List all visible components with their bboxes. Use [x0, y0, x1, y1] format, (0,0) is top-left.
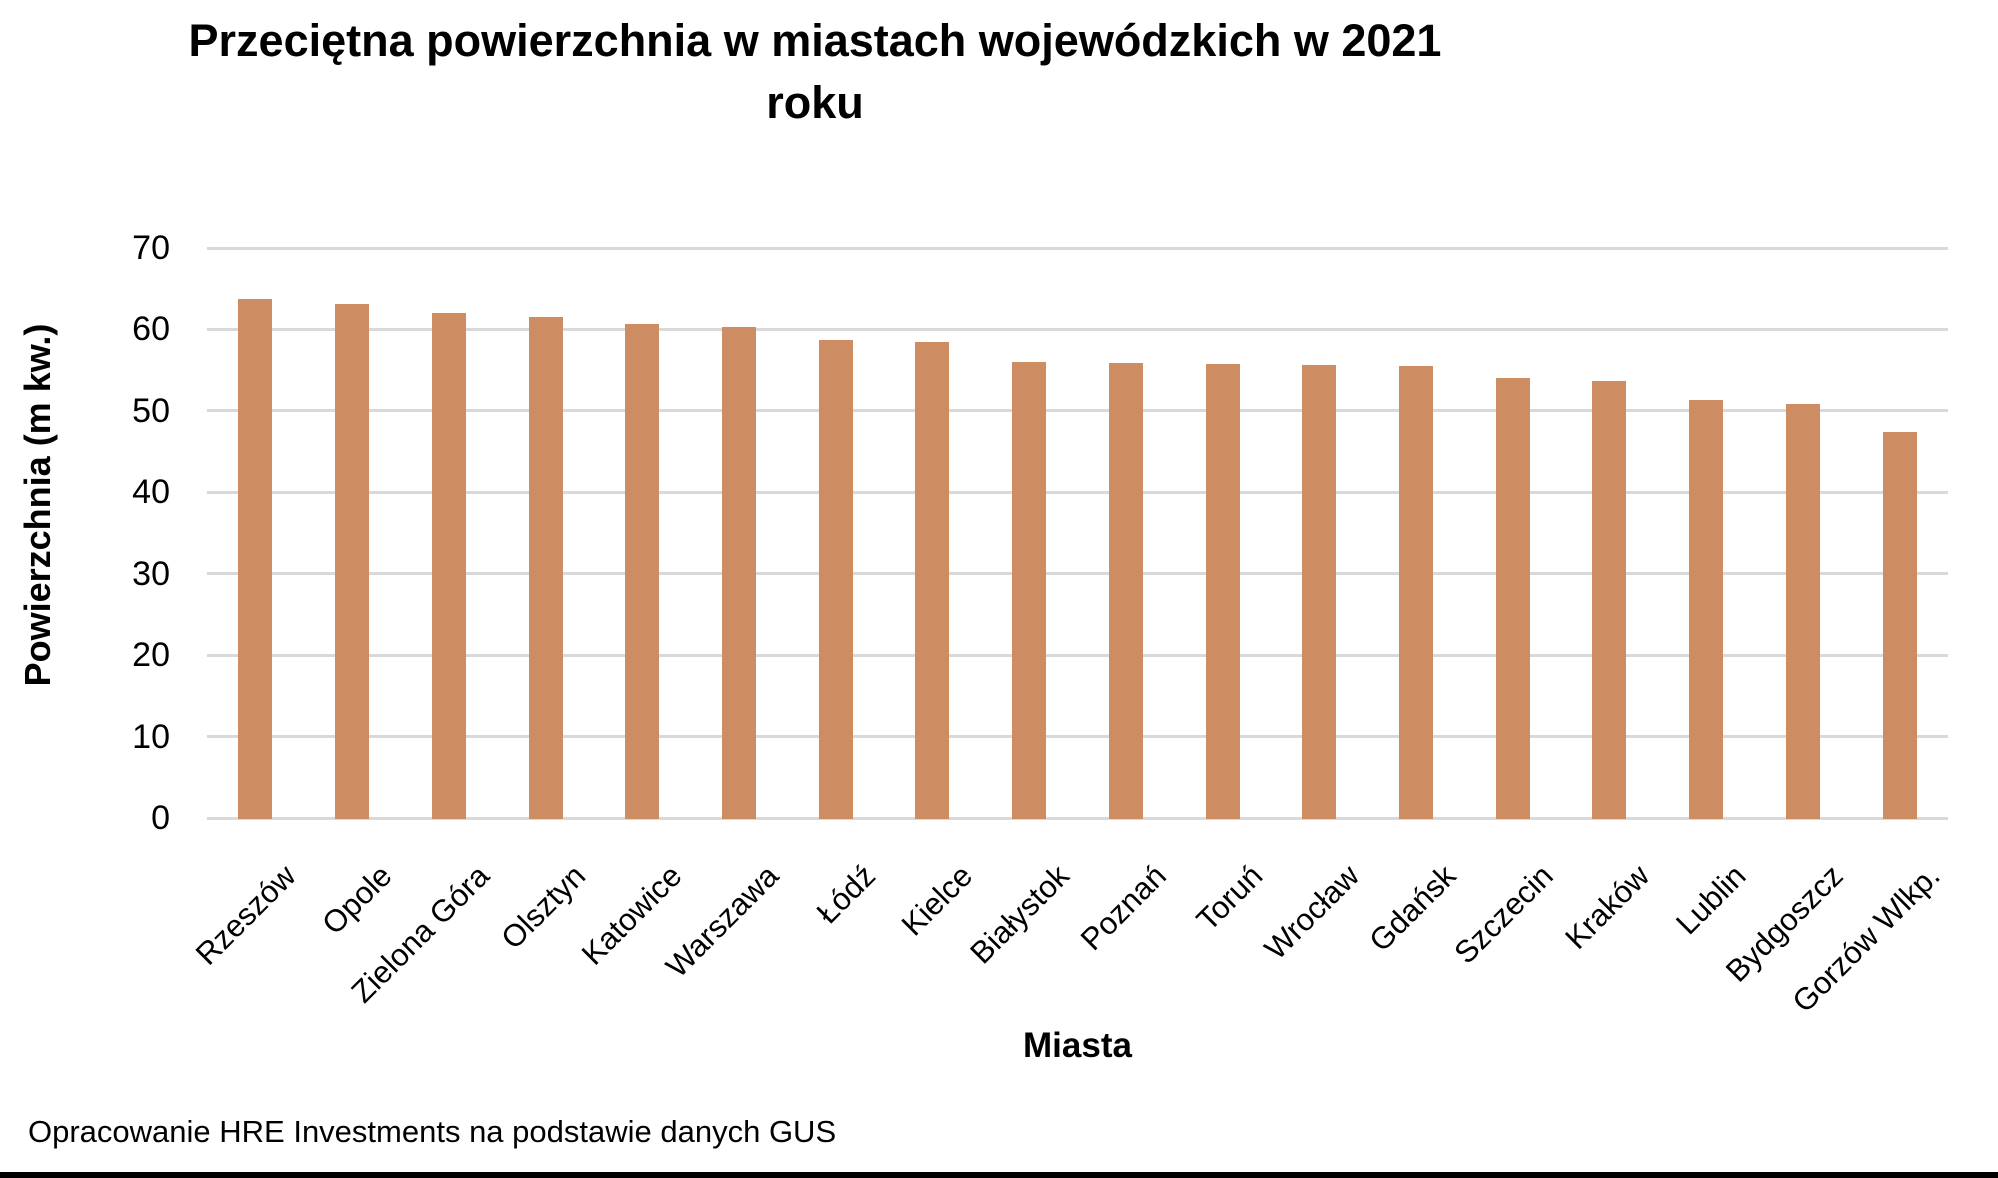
- gridline-y0: [207, 816, 1948, 820]
- bar-wrocław: [1302, 364, 1337, 819]
- x-category-label: Opole: [315, 858, 399, 942]
- bar-olsztyn: [528, 317, 563, 819]
- y-tick-label-30: 30: [132, 554, 170, 593]
- x-category-label: Toruń: [1189, 858, 1270, 938]
- bar-opole: [335, 304, 370, 819]
- bar-katowice: [625, 323, 660, 819]
- x-category-label: Łódź: [810, 858, 883, 931]
- y-tick-label-20: 20: [132, 636, 170, 675]
- bar-gorzów-wlkp-: [1882, 432, 1917, 819]
- y-tick-label-40: 40: [132, 473, 170, 512]
- y-tick-label-70: 70: [132, 229, 170, 267]
- bar-lublin: [1689, 399, 1724, 819]
- bar-bydgoszcz: [1785, 403, 1820, 819]
- bar-szczecin: [1495, 377, 1530, 819]
- chart-title-line2: roku: [766, 77, 864, 128]
- x-category-label: Białystok: [963, 858, 1076, 971]
- x-category-label: Lublin: [1669, 858, 1753, 942]
- x-category-label: Rzeszów: [188, 858, 303, 972]
- bar-gdańsk: [1399, 366, 1434, 819]
- x-category-label: Szczecin: [1447, 858, 1560, 971]
- x-axis-title: Miasta: [1023, 1026, 1132, 1065]
- chart-title: Przeciętna powierzchnia w miastach wojew…: [145, 10, 1485, 134]
- y-tick-label-10: 10: [132, 717, 170, 756]
- source-note: Opracowanie HRE Investments na podstawie…: [28, 1114, 837, 1149]
- y-tick-label-0: 0: [151, 799, 170, 837]
- gridline-y70: [207, 246, 1948, 250]
- gridline-y50: [207, 409, 1948, 413]
- bottom-divider: [0, 1172, 1998, 1178]
- gridline-y20: [207, 653, 1948, 657]
- gridline-y40: [207, 490, 1948, 494]
- y-tick-label-60: 60: [132, 310, 170, 349]
- bar-białystok: [1012, 362, 1047, 819]
- bar-toruń: [1205, 363, 1240, 819]
- bar-poznań: [1108, 363, 1143, 819]
- x-category-label: Poznań: [1073, 858, 1173, 958]
- bar-kraków: [1592, 380, 1627, 819]
- x-category-label: Kielce: [894, 858, 980, 943]
- bar-kielce: [915, 341, 950, 819]
- x-category-label: Wrocław: [1257, 858, 1367, 967]
- bar-zielona-góra: [431, 313, 466, 819]
- y-tick-label-50: 50: [132, 391, 170, 430]
- bar-rzeszów: [238, 298, 273, 819]
- gridline-y60: [207, 327, 1948, 331]
- gridline-y30: [207, 572, 1948, 576]
- x-category-label: Kraków: [1558, 858, 1657, 956]
- bar-warszawa: [721, 327, 756, 819]
- gridline-y10: [207, 735, 1948, 739]
- bar-łódź: [818, 340, 853, 819]
- chart-title-line1: Przeciętna powierzchnia w miastach wojew…: [188, 15, 1442, 66]
